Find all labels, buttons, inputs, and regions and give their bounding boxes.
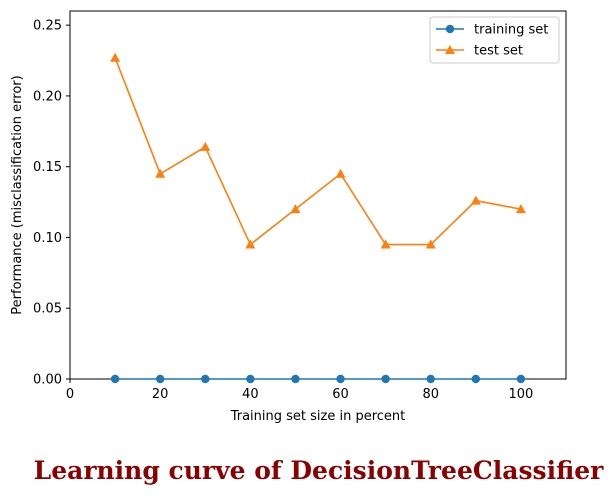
x-tick-label: 100	[508, 387, 533, 402]
y-axis-label: Performance (misclassification error)	[10, 75, 25, 314]
y-axis: 0.00 0.05 0.10 0.15 0.20 0.25	[33, 19, 70, 388]
data-point	[245, 239, 256, 249]
data-point	[425, 239, 436, 249]
data-point	[110, 52, 121, 62]
data-point	[470, 195, 481, 205]
data-point	[110, 374, 120, 384]
series-layer	[110, 52, 526, 384]
data-point	[515, 204, 526, 214]
data-point	[200, 141, 211, 151]
series-line	[114, 57, 522, 246]
data-point	[426, 374, 435, 384]
series-2	[110, 52, 526, 249]
chart-caption: Learning curve of DecisionTreeClassifier	[33, 456, 604, 485]
y-tick-label: 0.10	[33, 231, 62, 246]
data-point	[291, 374, 300, 384]
x-tick-label: 60	[332, 387, 349, 402]
learning-curve-chart: 0 20 40 60 80 100 0.00 0.05 0.10 0.15 0.20 0.25 Tr…	[10, 10, 567, 424]
data-point	[471, 374, 481, 384]
data-point	[336, 374, 345, 384]
plot-frame	[69, 10, 567, 380]
data-point	[155, 168, 166, 178]
legend-label: training set	[474, 23, 548, 38]
x-axis-label: Training set size in percent	[230, 409, 406, 424]
legend-marker	[445, 45, 455, 54]
data-point	[381, 374, 390, 384]
x-tick-label: 0	[66, 387, 74, 402]
data-point	[516, 374, 526, 384]
plot-area	[69, 10, 567, 380]
data-point	[201, 374, 210, 384]
data-point	[335, 168, 346, 178]
y-tick-label: 0.05	[33, 302, 62, 317]
data-point	[290, 204, 301, 214]
x-tick-label: 40	[242, 387, 259, 402]
x-tick-label: 20	[152, 387, 169, 402]
legend-marker	[445, 24, 455, 34]
legend-entry: training set	[436, 23, 548, 38]
data-point	[155, 374, 165, 384]
series-1	[110, 374, 526, 384]
data-point	[380, 239, 391, 249]
legend-entry: test set	[436, 44, 523, 59]
x-axis: 0 20 40 60 80 100	[66, 379, 533, 402]
x-tick-label: 80	[422, 387, 439, 402]
y-tick-label: 0.20	[33, 89, 62, 104]
data-point	[246, 374, 255, 384]
legend: training set test set	[429, 16, 560, 64]
y-tick-label: 0.15	[33, 160, 62, 175]
y-tick-label: 0.00	[33, 373, 62, 388]
legend-label: test set	[474, 44, 523, 59]
y-tick-label: 0.25	[33, 19, 62, 34]
